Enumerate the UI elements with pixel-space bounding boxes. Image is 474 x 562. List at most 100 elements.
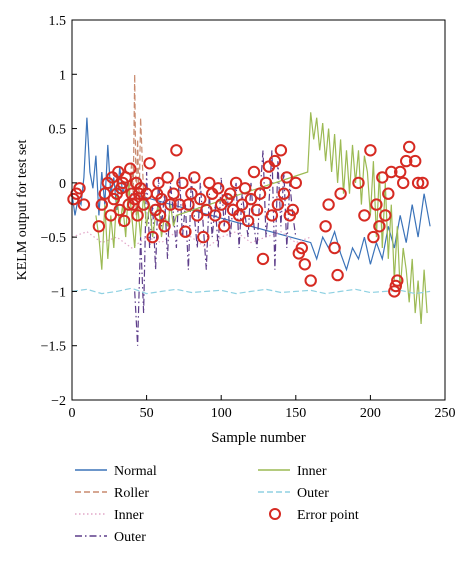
error-point <box>352 176 365 190</box>
y-tick-label: −1 <box>51 285 66 300</box>
error-point <box>218 220 231 233</box>
error-point <box>403 140 416 154</box>
error-point <box>277 187 291 200</box>
error-point <box>319 220 332 233</box>
legend-label: Normal <box>114 464 157 479</box>
error-point <box>164 198 177 211</box>
error-point <box>397 176 410 190</box>
y-tick-label: −0.5 <box>41 231 66 246</box>
error-point <box>229 176 243 190</box>
error-point <box>358 209 371 222</box>
error-point <box>388 285 401 298</box>
error-point <box>385 165 398 179</box>
error-point <box>389 279 402 293</box>
x-axis-ticks: 0 50 100 150 200 250 <box>69 395 456 421</box>
error-point <box>238 182 252 195</box>
series-line-inner-4 <box>95 112 428 325</box>
y-axis-label: KELM output for test set <box>15 140 30 281</box>
error-point <box>235 198 249 211</box>
error-point <box>322 198 335 211</box>
error-point <box>179 225 192 238</box>
error-point <box>394 165 407 179</box>
y-tick-label: 1.5 <box>49 14 67 29</box>
plot-frame <box>71 19 446 401</box>
x-tick-label: 150 <box>285 406 306 421</box>
error-point <box>132 187 146 200</box>
legend-marker-error-point <box>269 508 281 520</box>
series-line-normal-0 <box>71 117 431 272</box>
legend-label: Inner <box>297 464 327 479</box>
error-point <box>379 209 392 222</box>
x-axis-label: Sample number <box>211 430 306 446</box>
error-point <box>98 187 112 200</box>
error-point <box>73 182 86 195</box>
error-point <box>364 144 377 157</box>
error-point <box>113 203 126 217</box>
error-points-layer <box>67 140 429 298</box>
error-point <box>77 198 91 211</box>
error-point <box>161 171 174 184</box>
error-point <box>153 209 167 222</box>
y-tick-label: 0.5 <box>49 123 67 138</box>
error-point <box>118 214 131 228</box>
error-point <box>259 176 273 190</box>
error-point <box>152 176 165 190</box>
legend-label: Inner <box>114 508 144 523</box>
error-point <box>137 198 150 211</box>
error-point <box>200 203 213 217</box>
error-point <box>146 230 159 244</box>
legend-label: Outer <box>114 530 146 545</box>
series-line-inner-2 <box>71 231 311 249</box>
error-point <box>400 154 413 168</box>
error-point <box>304 274 317 287</box>
error-point <box>241 214 255 228</box>
error-point <box>104 209 118 222</box>
error-point <box>409 154 422 168</box>
x-tick-label: 200 <box>360 406 381 421</box>
error-point <box>176 176 189 190</box>
error-point <box>224 187 237 200</box>
legend: Normal Inner Roller Outer Inner Error point Ou… <box>75 464 359 545</box>
error-point <box>124 162 137 175</box>
error-point <box>331 268 344 282</box>
error-point <box>367 230 380 244</box>
legend-label: Outer <box>297 486 329 501</box>
error-point <box>247 165 261 179</box>
error-point <box>143 157 156 170</box>
error-point <box>209 209 222 222</box>
error-point <box>115 182 128 195</box>
error-point <box>376 171 389 184</box>
error-point <box>265 209 279 222</box>
error-point <box>289 176 302 190</box>
series-line-outer-5 <box>71 287 431 295</box>
error-point <box>95 198 109 211</box>
series-line-outer-3 <box>134 150 297 346</box>
y-axis-ticks: 1.5 1 0.5 0 −0.5 −1 −1.5 −2 <box>41 14 77 409</box>
error-point <box>92 220 106 233</box>
error-point <box>244 192 258 206</box>
error-point <box>274 144 288 157</box>
x-tick-label: 100 <box>211 406 232 421</box>
error-point <box>256 252 270 266</box>
x-tick-label: 0 <box>69 406 76 421</box>
error-point <box>268 154 282 168</box>
legend-label: Roller <box>114 486 149 501</box>
error-point <box>232 209 246 222</box>
y-tick-label: 0 <box>59 177 66 192</box>
error-point <box>280 171 293 184</box>
error-point <box>334 187 347 200</box>
error-point <box>271 198 285 211</box>
error-point <box>167 187 180 200</box>
error-point <box>170 144 183 157</box>
y-tick-label: 1 <box>59 68 66 83</box>
x-tick-label: 250 <box>435 406 456 421</box>
error-point <box>373 220 386 233</box>
error-point <box>382 187 395 200</box>
error-point <box>328 241 341 255</box>
legend-label: Error point <box>297 508 359 523</box>
error-point <box>286 203 299 217</box>
error-point <box>194 192 207 206</box>
error-point <box>253 187 267 200</box>
error-point <box>185 187 198 200</box>
